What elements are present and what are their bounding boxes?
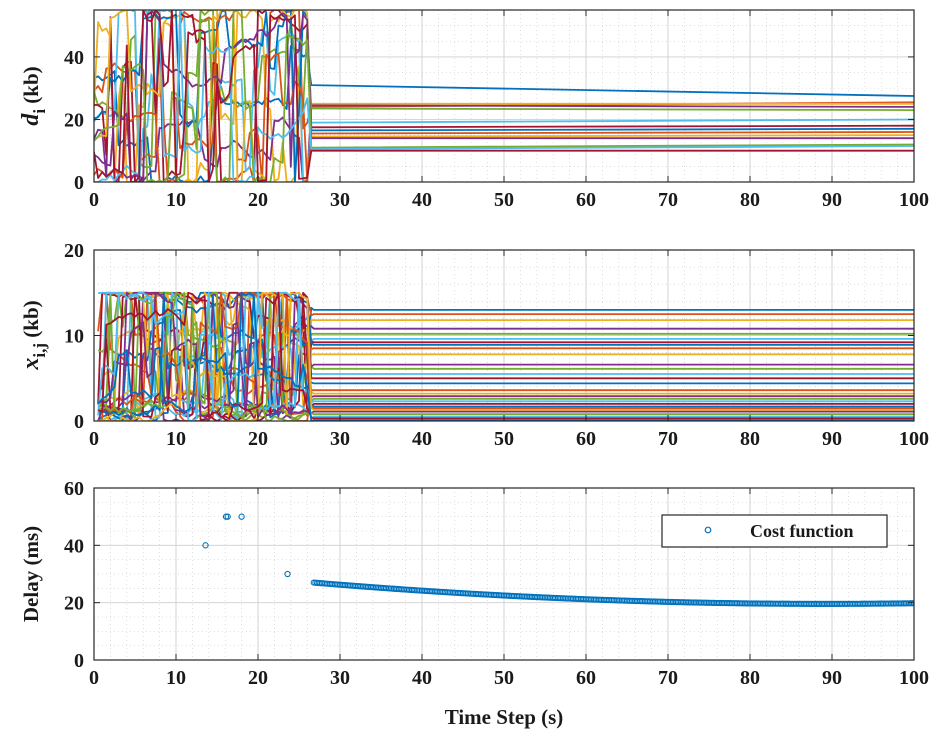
- panel-top: 0 10 20 30 40 50 60 70 80 90 100 0 20 40 di (kb): [18, 9, 929, 211]
- scatter-point: [238, 513, 245, 520]
- x-tick-label: 50: [494, 428, 514, 450]
- x-tick-label: 20: [248, 428, 268, 450]
- x-tick-label: 0: [89, 428, 99, 450]
- x-tick-label: 100: [899, 189, 929, 211]
- x-tick-label: 10: [166, 189, 186, 211]
- x-tick-label: 40: [412, 428, 432, 450]
- x-tick-label: 30: [330, 189, 350, 211]
- series-line: [94, 10, 914, 182]
- x-tick-label: 60: [576, 189, 596, 211]
- legend-box: [661, 514, 888, 548]
- x-tick-label: 70: [658, 189, 678, 211]
- series-line: [94, 10, 914, 182]
- ylabel-middle-main: x: [18, 358, 44, 371]
- y-tick-label: 40: [64, 535, 84, 557]
- y-tick-label: 20: [64, 593, 84, 615]
- series-line: [97, 291, 914, 421]
- y-tick-label: 20: [64, 240, 84, 262]
- x-tick-label: 50: [494, 667, 514, 689]
- x-tick-label: 80: [740, 189, 760, 211]
- series-line: [94, 10, 914, 182]
- x-tick-label: 70: [658, 428, 678, 450]
- ylabel-top-unit: (kb): [19, 66, 43, 109]
- series-line: [97, 291, 914, 421]
- series-line: [97, 291, 914, 420]
- x-tick-label: 100: [899, 667, 929, 689]
- ylabel-top-sub: i: [30, 109, 49, 114]
- ylabel-top: di (kb): [18, 66, 49, 125]
- x-tick-label: 100: [899, 428, 929, 450]
- y-tick-label: 0: [74, 411, 84, 433]
- ylabel-bottom: Delay (ms): [19, 526, 43, 622]
- ylabel-middle: xi,j (kb): [18, 300, 49, 370]
- y-tick-label: 0: [74, 650, 84, 672]
- y-tick-label: 40: [64, 47, 84, 69]
- y-tick-label: 20: [64, 109, 84, 131]
- x-tick-label: 70: [658, 667, 678, 689]
- ylabel-middle-sub: i,j: [30, 343, 49, 358]
- x-tick-label: 30: [330, 667, 350, 689]
- x-tick-label: 90: [822, 189, 842, 211]
- x-tick-label: 10: [166, 667, 186, 689]
- x-tick-label: 90: [822, 428, 842, 450]
- series-line: [94, 10, 914, 182]
- x-tick-label: 20: [248, 667, 268, 689]
- x-tick-label: 50: [494, 189, 514, 211]
- scatter-point: [910, 600, 914, 607]
- ylabel-top-main: d: [18, 113, 44, 126]
- panel-bottom: 0 10 20 30 40 50 60 70 80 90 100 0 20 40 60 Delay (ms)…: [19, 478, 929, 729]
- ylabel-middle-unit: (kb): [19, 300, 43, 343]
- x-tick-label: 80: [740, 428, 760, 450]
- x-tick-label: 40: [412, 667, 432, 689]
- panel-middle: 0 10 20 30 40 50 60 70 80 90 100 0 10 20 xi,j (kb): [18, 240, 929, 450]
- scatter-point: [202, 542, 209, 549]
- legend-marker: [704, 526, 712, 534]
- x-tick-label: 90: [822, 667, 842, 689]
- x-tick-label: 40: [412, 189, 432, 211]
- legend: Cost function: [661, 514, 888, 548]
- y-tick-label: 0: [74, 172, 84, 194]
- x-tick-label: 0: [89, 189, 99, 211]
- legend-label: Cost function: [750, 521, 854, 541]
- x-tick-label: 60: [576, 667, 596, 689]
- x-tick-label: 30: [330, 428, 350, 450]
- scatter-point: [284, 570, 291, 578]
- y-tick-label: 10: [64, 326, 84, 348]
- scatter-point: [224, 513, 231, 520]
- xlabel-bottom: Time Step (s): [445, 705, 564, 729]
- x-tick-label: 60: [576, 428, 596, 450]
- series-line: [94, 12, 914, 182]
- series-line: [94, 10, 914, 182]
- series-line: [97, 291, 914, 421]
- x-tick-label: 0: [89, 667, 99, 689]
- y-tick-label: 60: [64, 478, 84, 500]
- x-tick-label: 80: [740, 667, 760, 689]
- x-tick-label: 20: [248, 189, 268, 211]
- series-line: [94, 45, 914, 182]
- x-tick-label: 10: [166, 428, 186, 450]
